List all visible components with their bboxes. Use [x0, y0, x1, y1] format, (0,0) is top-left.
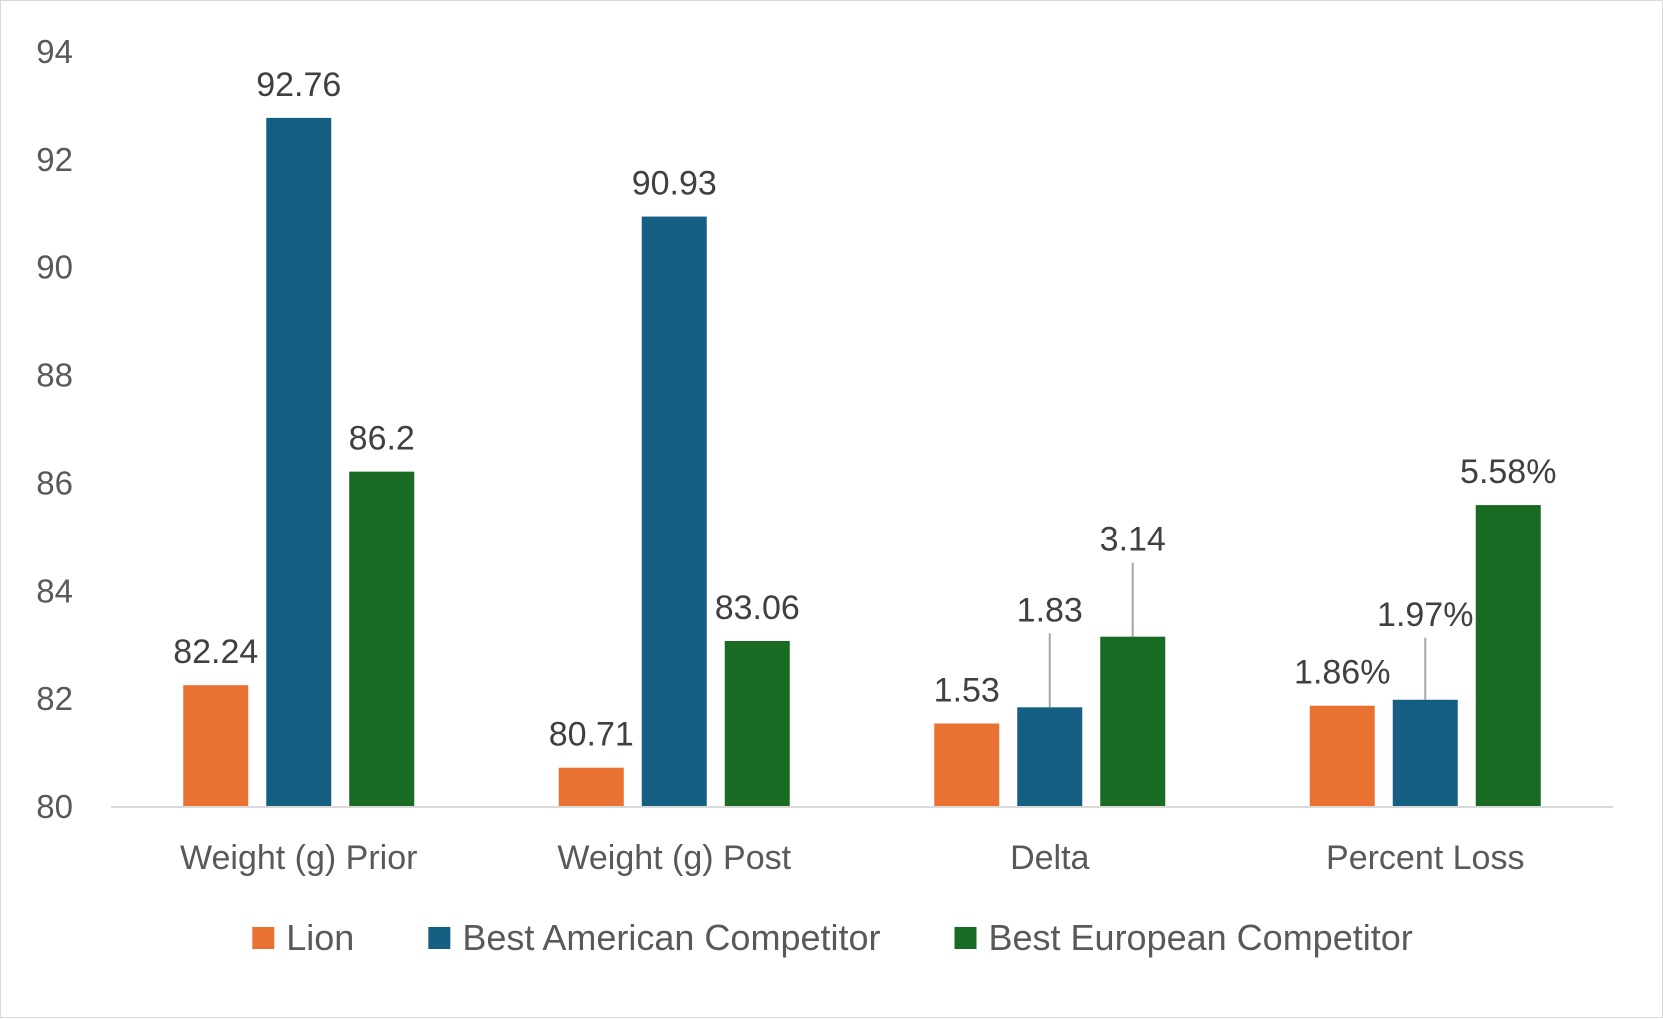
bar-best-european-competitor — [724, 640, 790, 806]
y-tick-label: 90 — [36, 249, 73, 286]
y-tick-label: 84 — [36, 572, 73, 609]
bar-lion — [1309, 705, 1375, 806]
legend-label-best-european-competitor: Best European Competitor — [989, 917, 1413, 958]
bar-best-american-competitor — [641, 216, 707, 806]
data-labels: 82.24 92.76 86.2 80.71 90.93 83.06 1.53 1.83 3.1… — [173, 66, 1556, 754]
data-label: 92.76 — [256, 66, 341, 104]
data-label: 1.97% — [1377, 596, 1473, 634]
category-label: Delta — [1010, 839, 1089, 877]
legend-label-best-american-competitor: Best American Competitor — [462, 917, 880, 958]
bar-best-european-competitor — [1100, 636, 1166, 806]
category-label: Weight (g) Prior — [180, 839, 417, 877]
category-label: Percent Loss — [1326, 839, 1524, 877]
bar-lion — [183, 685, 249, 806]
bar-best-european-competitor — [349, 471, 415, 806]
legend-swatch-best-european-competitor — [954, 927, 977, 949]
data-label: 1.53 — [934, 671, 1000, 709]
data-label: 82.24 — [173, 633, 258, 671]
y-axis-ticks: 80 82 84 86 88 90 92 94 — [36, 33, 73, 825]
leader-lines — [1048, 562, 1427, 708]
category-label: Weight (g) Post — [557, 839, 791, 877]
data-label: 3.14 — [1100, 521, 1166, 559]
data-label: 83.06 — [715, 589, 800, 627]
bar-best-american-competitor — [1017, 707, 1083, 806]
data-label: 90.93 — [632, 165, 717, 203]
bar-best-american-competitor — [1392, 699, 1458, 806]
legend: Lion Best American Competitor Best Europea… — [252, 917, 1413, 958]
data-label: 86.2 — [349, 420, 415, 458]
bar-best-american-competitor — [266, 117, 332, 806]
data-label: 80.71 — [549, 716, 634, 754]
y-tick-label: 92 — [36, 141, 73, 178]
data-label: 1.83 — [1017, 591, 1083, 629]
bar-lion — [558, 767, 624, 806]
data-label: 5.58% — [1460, 453, 1556, 491]
legend-swatch-lion — [252, 927, 275, 949]
bar-best-european-competitor — [1475, 505, 1541, 806]
y-tick-label: 88 — [36, 357, 73, 394]
bars — [183, 117, 1541, 806]
category-labels: Weight (g) Prior Weight (g) Post Delta Perc… — [180, 839, 1524, 877]
bar-lion — [934, 723, 1000, 806]
y-tick-label: 82 — [36, 680, 73, 717]
legend-label-lion: Lion — [286, 917, 354, 958]
y-tick-label: 86 — [36, 464, 73, 501]
y-tick-label: 94 — [36, 33, 73, 70]
y-tick-label: 80 — [36, 788, 73, 825]
legend-swatch-best-american-competitor — [428, 927, 451, 949]
data-label: 1.86% — [1294, 654, 1390, 692]
